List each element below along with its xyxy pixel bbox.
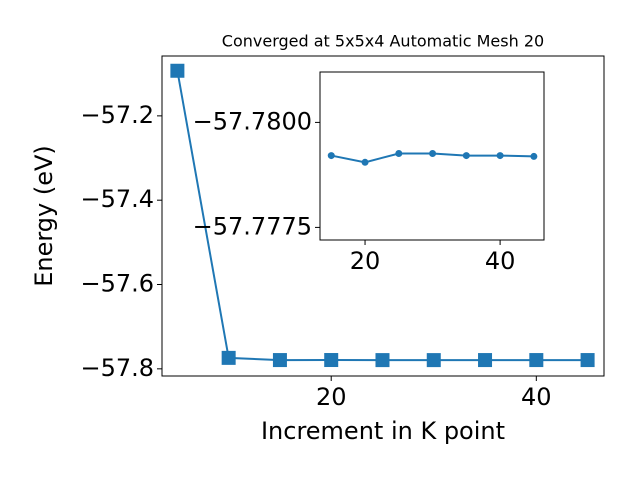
x-tick-label: 20: [316, 383, 347, 411]
marker: [361, 158, 369, 166]
marker: [429, 149, 437, 157]
y-tick-label: −57.8: [80, 354, 154, 382]
marker: [395, 149, 403, 157]
x-tick-label: 40: [521, 383, 552, 411]
marker: [478, 353, 493, 368]
marker: [221, 350, 236, 365]
marker: [324, 353, 339, 368]
marker: [375, 353, 390, 368]
y-tick-label: −57.7800: [193, 107, 312, 135]
y-tick-label: −57.4: [80, 185, 154, 213]
chart-title: Converged at 5x5x4 Automatic Mesh 20: [222, 32, 544, 51]
marker: [530, 152, 538, 160]
y-tick-label: −57.2: [80, 101, 154, 129]
y-axis-label: Energy (eV): [30, 145, 58, 287]
marker: [496, 152, 504, 160]
x-axis-label: Increment in K point: [261, 417, 505, 445]
marker: [462, 152, 470, 160]
y-tick-label: −57.6: [80, 270, 154, 298]
y-tick-label: −57.7775: [193, 212, 312, 240]
marker: [272, 353, 287, 368]
marker: [170, 63, 185, 78]
x-tick-label: 20: [350, 247, 381, 275]
marker: [426, 353, 441, 368]
marker: [580, 353, 595, 368]
marker: [529, 353, 544, 368]
marker: [327, 152, 335, 160]
x-tick-label: 40: [485, 247, 516, 275]
